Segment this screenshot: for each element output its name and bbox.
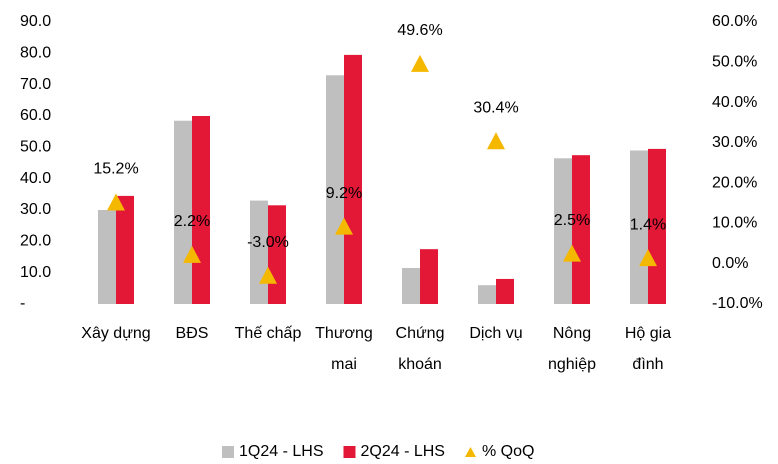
- x-tick-label: Dịch vụ: [469, 325, 523, 342]
- data-label: 1.4%: [630, 216, 666, 233]
- marker: [335, 217, 353, 235]
- y2-tick-label: 20.0%: [712, 174, 757, 191]
- y2-tick-label: 60.0%: [712, 13, 757, 30]
- legend-label: % QoQ: [482, 443, 534, 460]
- bar: [402, 267, 420, 304]
- y-tick-label: -: [20, 295, 25, 312]
- bar: [344, 54, 362, 305]
- y-tick-label: 50.0: [20, 139, 51, 156]
- legend-swatch: [343, 446, 356, 458]
- bar: [496, 278, 514, 304]
- marker: [411, 54, 429, 72]
- y-tick-label: 70.0: [20, 76, 51, 93]
- y2-tick-label: 10.0%: [712, 215, 757, 232]
- data-label: 9.2%: [326, 185, 362, 202]
- bar: [326, 75, 344, 305]
- data-label: 2.2%: [174, 213, 210, 230]
- x-tick-label: Nông nghiệp: [547, 325, 597, 373]
- x-tick-label: Hộ gia đình: [624, 325, 672, 373]
- legend-label: 2Q24 - LHS: [360, 443, 444, 460]
- data-label: 30.4%: [473, 99, 518, 116]
- y-tick-label: 60.0: [20, 107, 51, 124]
- marker: [107, 193, 125, 211]
- bar: [420, 249, 438, 304]
- legend-label: 1Q24 - LHS: [239, 443, 323, 460]
- x-tick-label: Xây dựng: [81, 325, 151, 342]
- data-label: 49.6%: [397, 22, 442, 39]
- bar: [192, 116, 210, 304]
- data-label: 2.5%: [554, 212, 590, 229]
- y-tick-label: 10.0: [20, 264, 51, 281]
- y-tick-label: 80.0: [20, 45, 51, 62]
- marker: [259, 266, 277, 284]
- y-tick-label: 90.0: [20, 13, 51, 30]
- y2-tick-label: 0.0%: [712, 255, 748, 272]
- y-tick-label: 30.0: [20, 201, 51, 218]
- bar: [116, 195, 134, 304]
- legend-swatch: [222, 446, 234, 458]
- data-label: -3.0%: [247, 234, 289, 251]
- bar: [268, 205, 286, 304]
- x-tick-label: Thương mai: [315, 325, 373, 373]
- marker: [639, 249, 657, 267]
- y2-tick-label: 40.0%: [712, 94, 757, 111]
- data-label: 15.2%: [93, 161, 138, 178]
- bar: [572, 155, 590, 304]
- x-tick-label: Chứng khoán: [395, 325, 445, 373]
- y-tick-label: 20.0: [20, 233, 51, 250]
- bar: [554, 158, 572, 304]
- bar: [98, 210, 116, 304]
- y2-tick-label: 30.0%: [712, 134, 757, 151]
- x-tick-label: Thế chấp: [234, 325, 302, 342]
- marker: [183, 245, 201, 263]
- marker: [487, 132, 505, 150]
- marker: [563, 244, 581, 262]
- y2-tick-label: -10.0%: [712, 295, 763, 312]
- y2-tick-label: 50.0%: [712, 54, 757, 71]
- y-tick-label: 40.0: [20, 170, 51, 187]
- bar: [250, 200, 268, 304]
- legend-swatch: [464, 447, 476, 457]
- x-tick-label: BĐS: [175, 325, 209, 342]
- bar: [478, 285, 496, 304]
